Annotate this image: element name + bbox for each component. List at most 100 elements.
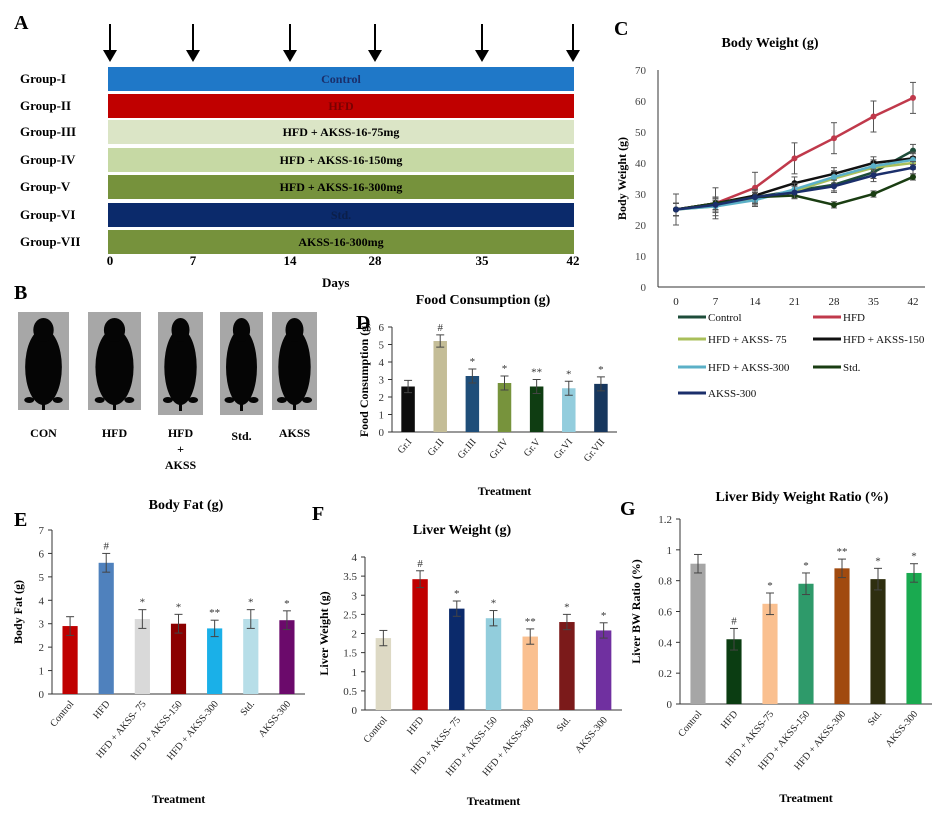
group-label: Group-II: [20, 98, 72, 113]
bar: [98, 562, 114, 694]
y-axis-label: Body Fat (g): [11, 580, 25, 644]
data-point: [910, 164, 916, 171]
y-tick-label: 5: [379, 340, 385, 352]
significance-label: *: [140, 597, 146, 609]
bar: [726, 639, 742, 704]
mouse-label: Std.: [231, 429, 252, 443]
x-tick-label: 35: [868, 296, 880, 308]
day-tick-label: 28: [368, 253, 382, 268]
y-tick-label: 3.5: [343, 571, 357, 583]
bar: [485, 618, 502, 710]
bar: [243, 619, 259, 694]
x-tick-label: HFD: [719, 709, 740, 731]
mouse-silhouette-icon: [224, 318, 259, 411]
day-tick-label: 7: [189, 253, 197, 268]
significance-label: *: [767, 580, 773, 592]
y-tick-label: 50: [635, 127, 647, 139]
legend-label: AKSS-300: [708, 388, 757, 400]
panel-letter: F: [312, 503, 324, 525]
significance-label: **: [837, 546, 848, 558]
y-tick-label: 4: [39, 595, 45, 607]
group-bar: HFD: [108, 94, 574, 118]
x-tick-label: Std.: [238, 699, 257, 718]
y-tick-label: 2: [352, 629, 358, 641]
significance-label: *: [470, 356, 476, 368]
y-tick-label: 0.8: [658, 576, 672, 588]
data-point: [831, 201, 837, 208]
significance-label: **: [525, 616, 536, 628]
group-bar: HFD + AKSS-16-150mg: [108, 148, 574, 172]
significance-label: *: [803, 560, 809, 572]
mouse-silhouette-icon: [276, 318, 313, 410]
y-tick-label: 10: [635, 251, 647, 263]
mouse-label: CON: [30, 426, 57, 440]
x-tick-label: Control: [362, 715, 390, 746]
x-tick-label: Gr.VII: [582, 437, 607, 464]
bar: [465, 376, 480, 432]
bar: [595, 630, 612, 710]
y-tick-label: 0.4: [658, 637, 672, 649]
significance-label: *: [911, 551, 917, 563]
bar: [870, 579, 886, 704]
x-tick-label: AKSS-300: [257, 699, 294, 740]
group-label: Group-III: [20, 124, 77, 139]
mouse-photo: [272, 312, 317, 410]
bar: [594, 383, 608, 432]
chart-body-fat: E Body Fat (g) 0 1 2 3 4 5 6 7 Body Fat (g) Treatme…: [11, 498, 305, 806]
x-axis-label: Treatment: [152, 792, 206, 806]
chart-title: Food Consumption (g): [416, 293, 551, 308]
significance-label: *: [454, 588, 460, 600]
arrow-icon: [103, 24, 117, 62]
bar: [433, 341, 447, 432]
legend-label: Control: [708, 312, 742, 324]
y-tick-label: 0: [39, 689, 45, 701]
chart-title: Liver Bidy Weight Ratio (%): [716, 490, 889, 505]
x-tick-label: 7: [713, 296, 719, 308]
y-tick-label: 4: [352, 552, 358, 564]
group-label: Group-I: [20, 71, 66, 86]
x-tick-label: AKSS-300: [884, 709, 921, 750]
significance-label: *: [598, 364, 604, 376]
x-axis-label: Treatment: [478, 484, 532, 498]
x-tick-label: HFD: [405, 715, 426, 737]
y-tick-label: 0: [641, 282, 647, 294]
legend-label: Std.: [843, 362, 861, 374]
mouse-silhouette-icon: [24, 318, 63, 410]
bar: [906, 572, 922, 704]
mouse-label: HFD + AKSS: [164, 426, 197, 472]
x-tick-label: Gr.I: [396, 437, 415, 456]
group-bar: HFD + AKSS-16-300mg: [108, 175, 574, 199]
data-point: [673, 206, 679, 213]
bar: [798, 583, 814, 704]
day-tick-label: 0: [106, 253, 114, 268]
panel-a-letter: A: [14, 12, 29, 34]
y-tick-label: 1: [352, 667, 358, 679]
mouse-label: AKSS: [278, 426, 311, 440]
data-point: [831, 183, 837, 190]
panel-letter: E: [14, 509, 27, 531]
significance-label: *: [491, 598, 497, 610]
day-tick-label: 35: [475, 253, 489, 268]
legend-label: HFD + AKSS- 75: [708, 334, 787, 346]
bar: [375, 638, 392, 710]
y-tick-label: 20: [635, 220, 647, 232]
y-tick-label: 2.5: [343, 609, 357, 621]
data-point: [831, 135, 837, 142]
bar: [559, 622, 575, 710]
x-tick-label: Gr.III: [456, 437, 479, 461]
y-tick-label: 4: [379, 357, 385, 369]
bar: [170, 623, 187, 694]
mouse-photo: [158, 312, 203, 415]
y-axis-label: Liver Weight (g): [317, 591, 331, 675]
y-tick-label: 1.2: [658, 514, 672, 526]
group-bar: Std.: [108, 203, 574, 227]
x-tick-label: 0: [673, 296, 679, 308]
arrow-icon: [368, 24, 382, 62]
panel-letter: D: [356, 312, 370, 334]
significance-label: **: [531, 367, 542, 379]
group-bar: HFD + AKSS-16-75mg: [108, 120, 574, 144]
mouse-label: HFD: [101, 426, 128, 440]
bar: [134, 619, 150, 694]
y-tick-label: 2: [39, 642, 45, 654]
